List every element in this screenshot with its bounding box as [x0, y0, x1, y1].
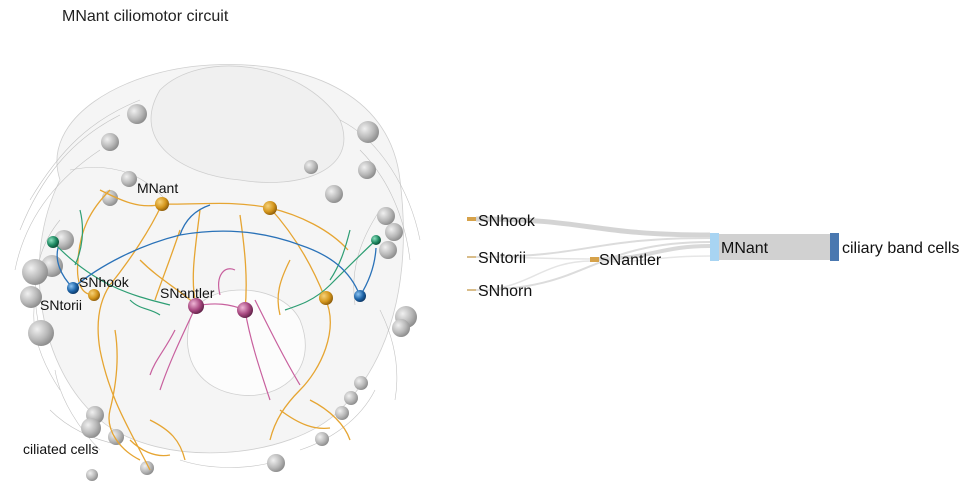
link-snhorn-mnant — [475, 241, 711, 291]
sankey-label-snantler: SNantler — [599, 252, 662, 269]
snhook-soma-left — [88, 289, 100, 301]
node-snhook — [467, 217, 476, 221]
sankey-label-snhook: SNhook — [478, 213, 536, 230]
sankey-nodes — [467, 217, 839, 291]
node-snantler — [590, 257, 599, 262]
link-mnant-ciliary — [719, 234, 830, 260]
sankey-panel: SNhook SNtorii SNhorn SNantler MNant cil… — [440, 30, 961, 492]
sankey-label-ciliary-band-cells: ciliary band cells — [842, 240, 959, 257]
label-mnant: MNant — [137, 180, 178, 196]
link-snantler-mnant — [597, 244, 711, 261]
sankey-diagram: SNhook SNtorii SNhorn SNantler MNant cil… — [467, 213, 959, 300]
link-snantler-mnant-2 — [597, 255, 711, 263]
sankey-labels: SNhook SNtorii SNhorn SNantler MNant cil… — [478, 213, 959, 300]
sankey-label-mnant: MNant — [721, 240, 769, 257]
label-snhook: SNhook — [79, 274, 130, 290]
neuron-render-panel: MNant SNhook SNtorii SNantler ciliated c… — [0, 30, 440, 492]
green-soma-left — [47, 236, 59, 248]
snhook-soma-right — [319, 291, 333, 305]
figure-title: MNant ciliomotor circuit — [62, 8, 229, 25]
label-sntorii: SNtorii — [40, 297, 82, 313]
green-soma-right — [371, 235, 381, 245]
label-ciliated-cells: ciliated cells — [23, 441, 98, 457]
sntorii-soma-right — [354, 290, 366, 302]
node-sntorii — [467, 256, 476, 258]
node-snhorn — [467, 289, 476, 291]
mnant-soma-right — [263, 201, 277, 215]
sankey-label-sntorii: SNtorii — [478, 250, 526, 267]
neuron-somata — [47, 197, 381, 318]
link-sntorii-snantler — [475, 256, 593, 260]
green-neurites — [52, 209, 377, 316]
sankey-label-snhorn: SNhorn — [478, 283, 532, 300]
link-snhook-mnant — [475, 216, 711, 238]
snantler-soma-right — [237, 302, 253, 318]
sntorii-soma-left — [67, 282, 79, 294]
node-ciliary-band-cells — [830, 233, 839, 261]
link-sntorii-mnant — [475, 237, 711, 258]
label-snantler: SNantler — [160, 285, 215, 301]
link-snhorn-snantler — [475, 260, 593, 291]
snantler-soma-left — [188, 298, 204, 314]
mnant-soma-left — [155, 197, 169, 211]
node-mnant — [710, 233, 719, 261]
sankey-links — [475, 216, 830, 291]
ciliated-cell-bodies — [20, 104, 417, 481]
neuron-render: MNant SNhook SNtorii SNantler ciliated c… — [14, 64, 421, 481]
pink-neurites — [149, 268, 301, 401]
